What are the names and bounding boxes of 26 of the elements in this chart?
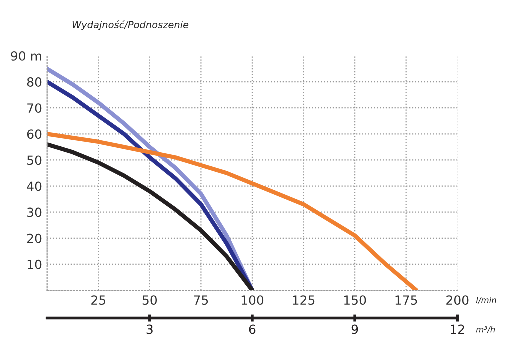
x-tick-label: 200 bbox=[446, 296, 469, 306]
x2-tick-label: 12 bbox=[451, 324, 464, 334]
line-series bbox=[47, 132, 419, 290]
x-tick-label: 75 bbox=[194, 296, 208, 306]
x2-tick-label: 6 bbox=[249, 324, 256, 334]
y-tick-label: 80 bbox=[27, 78, 42, 87]
x-tick-label: 50 bbox=[142, 296, 158, 306]
y-axis-title: Wydajność/Podnoszenie bbox=[72, 20, 189, 30]
x-tick-label: 150 bbox=[344, 296, 366, 306]
x-tick-label: 25 bbox=[92, 296, 106, 306]
x-tick-label: 125 bbox=[293, 296, 315, 306]
y-tick-label: 90 m bbox=[11, 51, 42, 61]
y-tick-label: 40 bbox=[27, 182, 42, 192]
y-tick-label: 20 bbox=[27, 234, 42, 244]
x2-tick-label: 3 bbox=[146, 324, 153, 334]
x-tick-label: 100 bbox=[242, 296, 264, 306]
y-tick-label: 30 bbox=[28, 208, 42, 218]
x-tick-label: 175 bbox=[396, 296, 418, 306]
x2-axis-title: m³/h bbox=[476, 326, 496, 334]
y-tick-label: 50 bbox=[28, 156, 42, 166]
y-tick-label: 10 bbox=[28, 260, 42, 270]
x-axis-title: l/min bbox=[476, 297, 496, 304]
line-series bbox=[47, 142, 255, 290]
x2-tick-label: 9 bbox=[352, 324, 358, 334]
y-tick-label: 60 bbox=[27, 130, 42, 140]
y-tick-label: 70 bbox=[28, 104, 42, 114]
